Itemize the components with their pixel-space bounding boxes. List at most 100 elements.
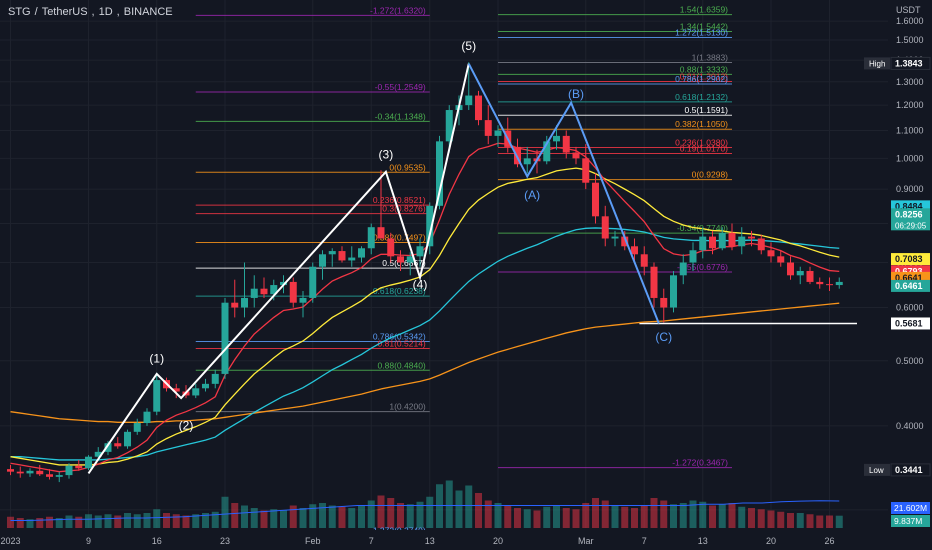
price-badge [890, 56, 931, 70]
volume-bar [319, 503, 326, 528]
volume-bar [777, 511, 785, 528]
candle-body [367, 227, 375, 249]
candle [728, 223, 736, 251]
candle [221, 297, 229, 379]
candle-body [494, 130, 502, 136]
volume-bar [572, 509, 580, 528]
volume-bar [7, 516, 14, 528]
wave-label[interactable]: (C) [655, 330, 672, 344]
candle-body [689, 250, 697, 263]
time-axis[interactable]: 2023 9 16 23 Feb 7 13 20 Mar 7 13 20 26 [0, 530, 888, 550]
volume-ma-line [10, 500, 840, 521]
candle [494, 125, 502, 147]
volume-bar [16, 518, 24, 528]
impulse-wave-path[interactable] [87, 63, 470, 474]
fib-level-label: 1(1.3883) [692, 53, 729, 63]
volume-bar [46, 516, 53, 528]
price-badge-value: 1.3843 [895, 58, 923, 68]
symbol-title[interactable]: STG / TetherUS, 1D, BINANCE [8, 6, 177, 18]
wave-label[interactable]: (B) [568, 87, 584, 101]
candle [777, 250, 785, 267]
title-separator: , [91, 6, 95, 18]
volume-bar [202, 513, 209, 528]
candle-body [387, 238, 395, 257]
candle [406, 252, 414, 276]
time-tick-label: Mar [578, 536, 594, 546]
candle [816, 277, 824, 289]
corrective-wave-path[interactable] [467, 63, 660, 324]
candle-body [104, 443, 112, 452]
candle [475, 90, 482, 126]
candle-body [465, 95, 473, 106]
candle [124, 429, 131, 449]
badge-label-bg [864, 57, 890, 70]
price-badge-value: 0.8484 [895, 201, 923, 211]
candle-body [728, 232, 736, 247]
volume-bar [445, 480, 453, 528]
fib-level-label: 0.786(0.5342) [373, 331, 426, 341]
volume-bar [757, 509, 765, 528]
moving-average-ema21 [10, 167, 840, 466]
candle-body [192, 388, 200, 396]
candle [572, 146, 580, 165]
fib-level-label: 0.3(0.8276) [382, 204, 426, 214]
fibonacci-levels[interactable]: -1.272(1.6320) -0.55(1.2549) -0.34(1.1348)… [195, 5, 857, 550]
price-badge [890, 463, 931, 477]
candle-body [796, 270, 804, 276]
candle-body [436, 141, 443, 206]
candle-body [611, 236, 619, 239]
candle [153, 372, 161, 416]
candle [133, 418, 141, 435]
volume-bar [533, 510, 541, 528]
candle [328, 248, 336, 267]
wave-label[interactable]: (2) [179, 419, 194, 433]
time-tick-label: 20 [493, 536, 503, 546]
candle [319, 250, 326, 280]
candle [211, 369, 219, 389]
candle-body [289, 281, 297, 303]
candle-body [631, 246, 638, 255]
candle-body [416, 246, 424, 257]
candle [787, 256, 794, 280]
candle-body [475, 95, 482, 121]
wave-label[interactable]: (4) [413, 278, 428, 292]
volume-bar [650, 498, 658, 528]
wave-label[interactable]: (5) [461, 39, 476, 53]
volume-bar [494, 503, 502, 528]
fib-level-label: 0(0.9298) [692, 170, 729, 180]
candle [46, 469, 53, 480]
time-tick-label: 9 [86, 536, 91, 546]
price-badge-value: 0.5681 [895, 318, 923, 328]
wave-label[interactable]: (A) [524, 188, 540, 202]
price-tick-label: 1.3000 [896, 77, 924, 87]
wave-label[interactable]: (1) [149, 352, 164, 366]
volume-bar [163, 513, 170, 528]
volume-badge [891, 515, 930, 527]
candle-body [777, 256, 785, 263]
price-tick-label: 1.0000 [896, 153, 924, 163]
volume-bar [124, 513, 131, 528]
candle-body [270, 285, 278, 295]
volume-bar [377, 495, 385, 528]
elliott-wave-drawings[interactable]: (1) (2) (3) (4) (5) (A) (B) (C) [87, 39, 673, 474]
time-tick-label: 13 [698, 536, 708, 546]
grid-lines [0, 0, 888, 528]
volume-bar [689, 500, 697, 528]
wave-label[interactable]: (3) [379, 147, 394, 161]
candle [377, 170, 385, 239]
candle [65, 463, 73, 479]
badge-label: Low [869, 466, 884, 475]
candle-body [133, 423, 141, 432]
fib-level-label: -0.34(1.1348) [375, 111, 426, 121]
price-axis[interactable]: USDT0.30000.40000.50000.60000.70000.8000… [864, 0, 932, 550]
price-badge [891, 317, 930, 330]
volume-bar [484, 500, 492, 528]
candle-body [299, 297, 307, 303]
fib-level-label: 0.236(1.0380) [675, 137, 728, 147]
volume-bar [835, 515, 843, 528]
fib-level-label: 1.54(1.6359) [680, 5, 728, 15]
price-tick-label: 0.9000 [896, 184, 924, 194]
candle-body [211, 373, 219, 384]
volume-bar [640, 505, 648, 528]
